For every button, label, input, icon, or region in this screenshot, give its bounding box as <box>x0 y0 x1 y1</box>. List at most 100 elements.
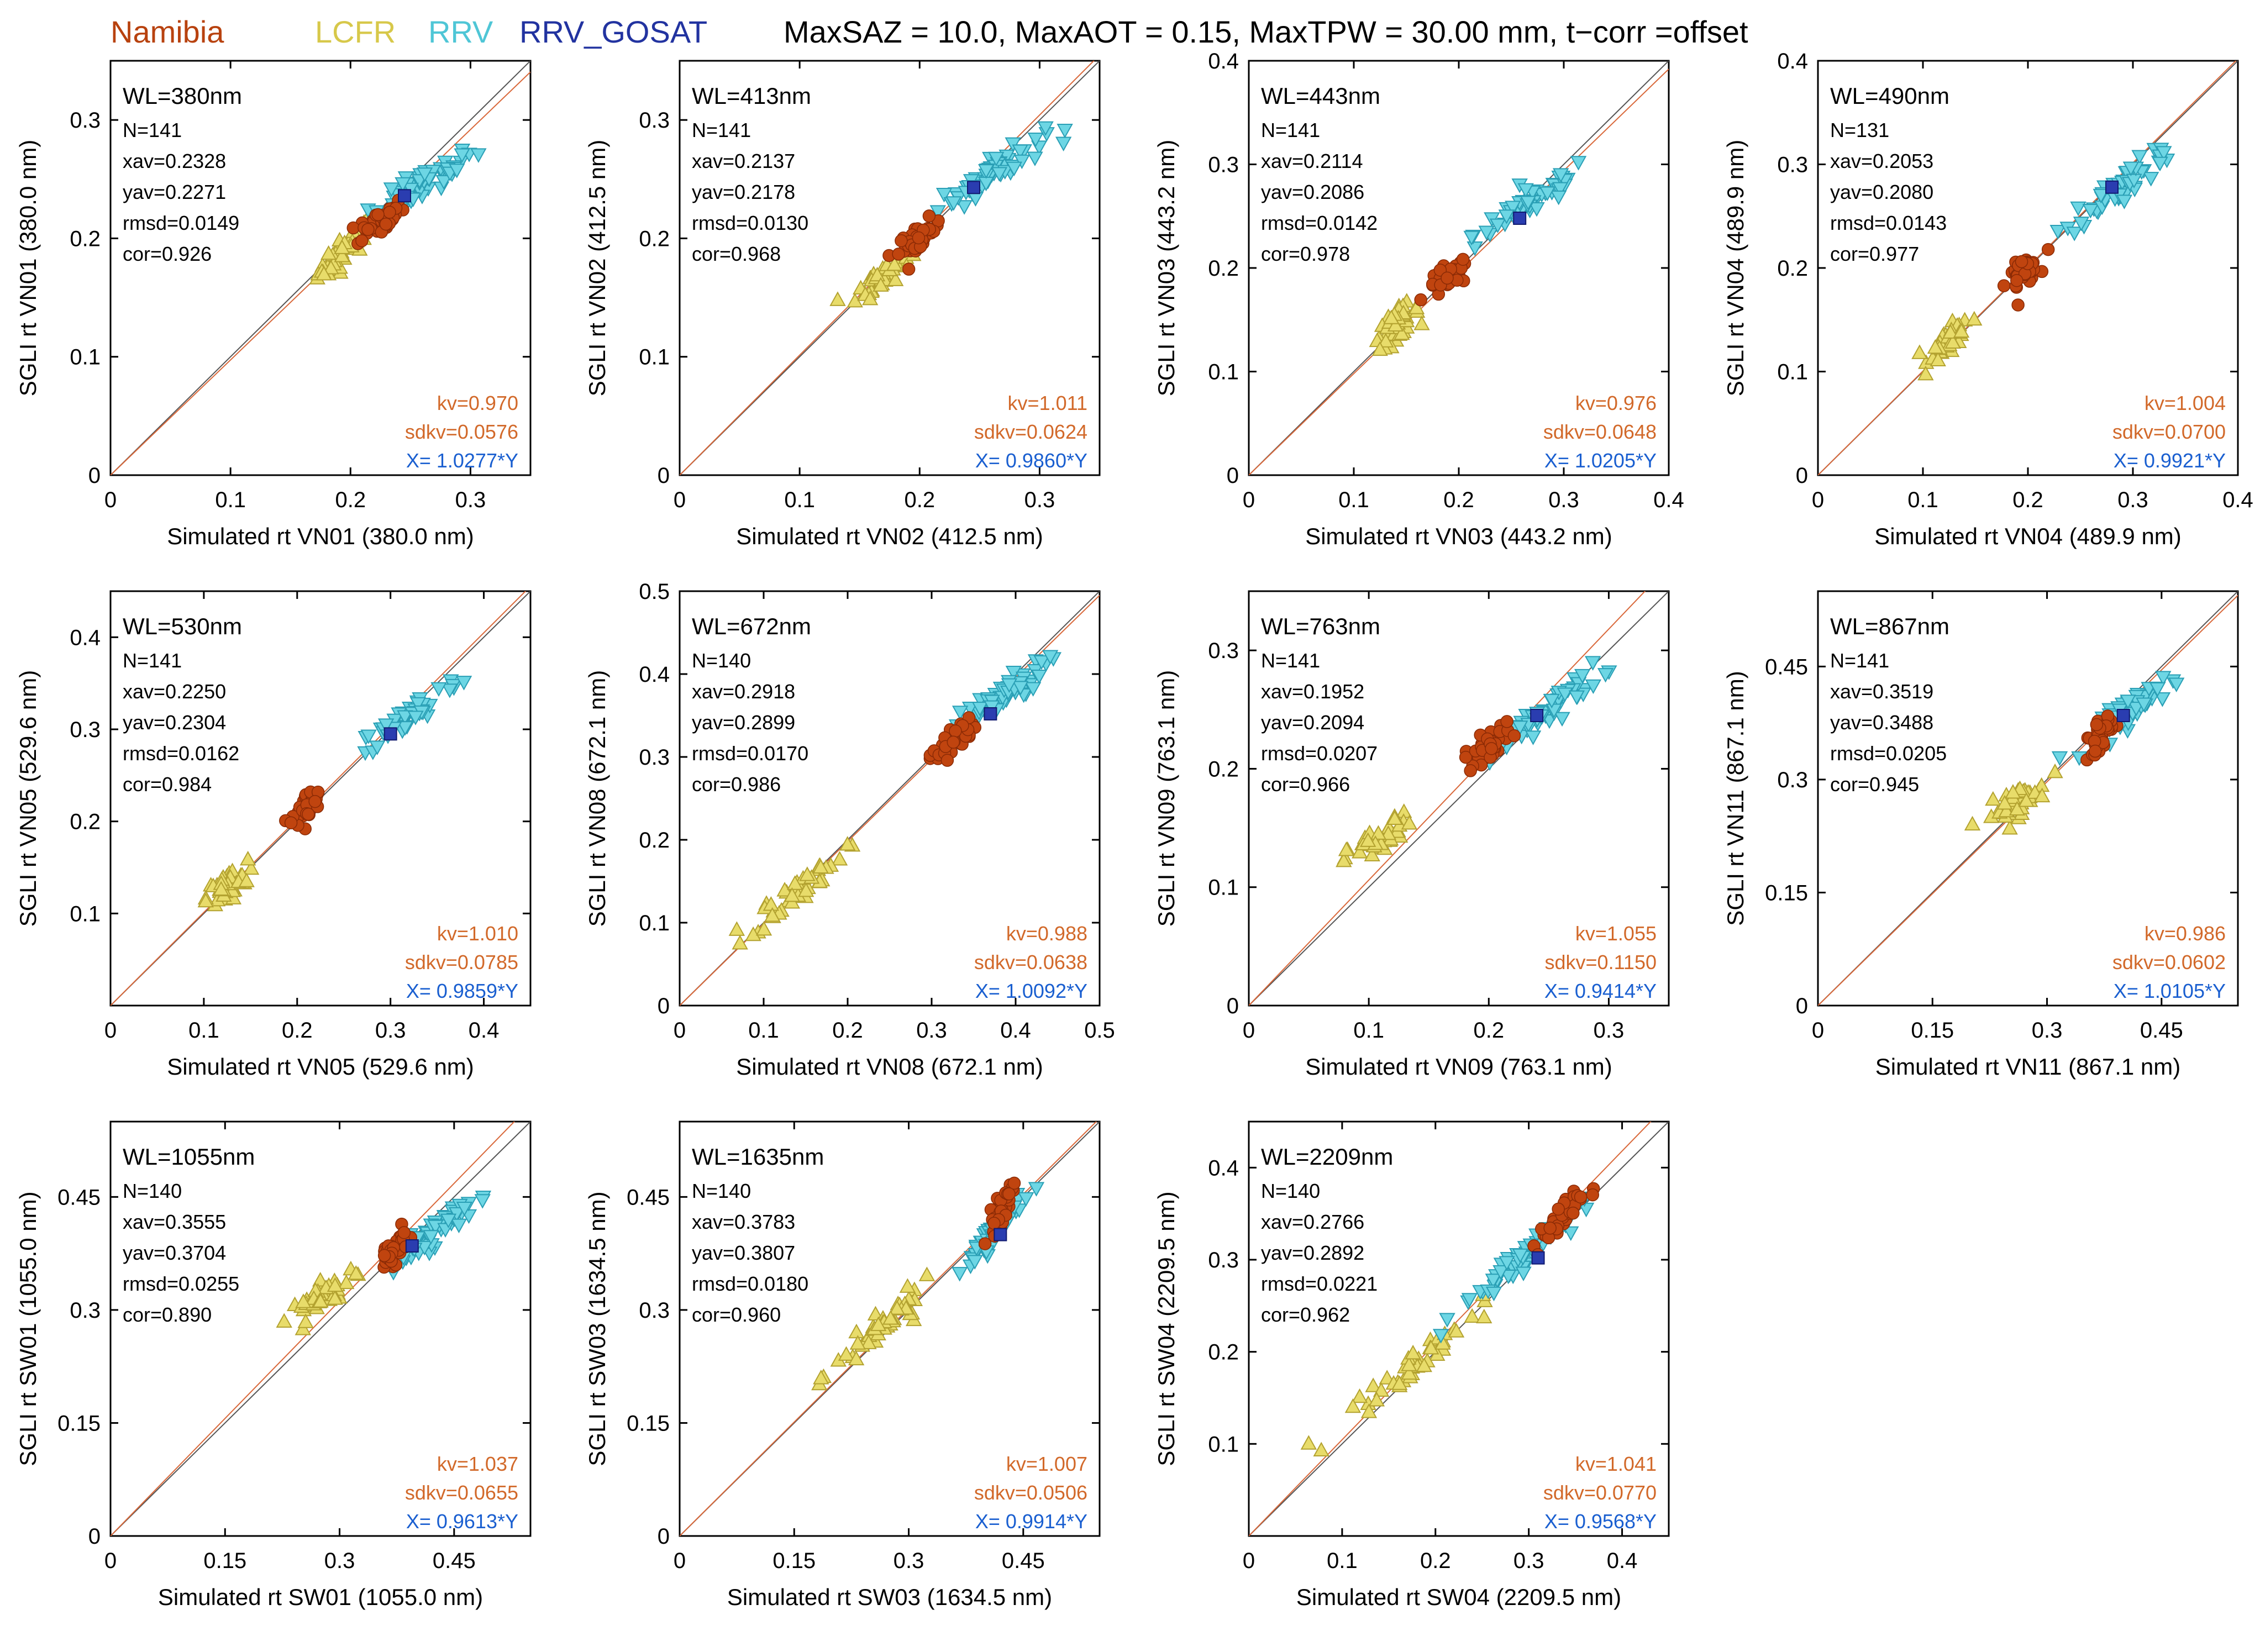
x-tick-label: 0.45 <box>1002 1549 1045 1573</box>
stat-line: cor=0.978 <box>1261 243 1350 265</box>
x-tick-label: 0.3 <box>375 1018 406 1043</box>
stat-line: xav=0.2918 <box>692 680 795 703</box>
lcfr-point <box>348 1265 364 1280</box>
y-tick-label: 0.1 <box>639 911 670 935</box>
x-tick-label: 0.3 <box>2117 488 2148 512</box>
rrv-point <box>2142 172 2159 187</box>
y-tick-label: 0.3 <box>639 108 670 133</box>
rrv-point <box>1539 186 1556 201</box>
rrv-point <box>1028 1182 1045 1197</box>
sdkv-value: sdkv=0.0770 <box>1543 1481 1657 1504</box>
lcfr-point <box>838 1346 855 1361</box>
y-tick-label: 0 <box>1796 994 1808 1018</box>
x-tick-label: 0.3 <box>1513 1549 1544 1573</box>
plot-area <box>680 1122 1100 1536</box>
namibia-point <box>947 735 960 749</box>
namibia-point <box>377 1249 391 1262</box>
rrv-point <box>2066 227 2083 241</box>
lcfr-point <box>1401 1356 1417 1371</box>
lcfr-point <box>799 866 816 881</box>
x-tick-label: 0.3 <box>1548 488 1579 512</box>
x-tick-label: 0.1 <box>1338 488 1369 512</box>
stat-line: xav=0.2053 <box>1830 150 1933 172</box>
stat-line: cor=0.984 <box>123 773 212 796</box>
x-tick-label: 0.5 <box>1084 1018 1115 1043</box>
stat-line: yav=0.2080 <box>1830 181 1933 203</box>
rrv-point <box>397 710 413 725</box>
namibia-point <box>1456 252 1470 266</box>
y-tick-label: 0 <box>658 464 670 488</box>
x-tick-label: 0 <box>674 1549 686 1573</box>
scatter-plot: 0 0.1 0.2 0.3 0 0.1 0.2 0.3 Simulated rt VN09 (7… <box>1153 590 1670 1080</box>
rrv-point <box>2122 161 2140 176</box>
rrv-point <box>1563 1226 1579 1241</box>
y-tick-label: 0.1 <box>1777 360 1808 385</box>
x-axis-label: Simulated rt VN01 (380.0 nm) <box>167 523 474 549</box>
stat-line: cor=0.890 <box>123 1303 212 1326</box>
stat-line: xav=0.3783 <box>692 1211 795 1233</box>
y-tick-label: 0.15 <box>627 1411 670 1435</box>
y-tick-label: 0.4 <box>1208 1156 1239 1180</box>
namibia-point <box>1997 279 2011 292</box>
wavelength-label: WL=1635nm <box>692 1144 824 1170</box>
x-axis-label: Simulated rt VN03 (443.2 nm) <box>1305 523 1612 549</box>
plot-frame <box>109 590 532 1007</box>
lcfr-point <box>1911 344 1928 359</box>
x-axis-label: Simulated rt VN09 (763.1 nm) <box>1305 1054 1612 1080</box>
lcfr-point <box>1378 333 1394 348</box>
namibia-point <box>1485 742 1498 755</box>
x-axis-label: Simulated rt VN02 (412.5 nm) <box>736 523 1043 549</box>
x-tick-label: 0.3 <box>894 1549 924 1573</box>
kv-value: kv=1.011 <box>1008 392 1087 414</box>
rrv-point <box>430 682 447 697</box>
stat-line: rmsd=0.0255 <box>123 1272 239 1295</box>
rrv-point <box>956 200 973 215</box>
fit-equation: X= 0.9921*Y <box>2114 449 2226 472</box>
rrv-point <box>440 1213 457 1229</box>
rrv-point <box>1024 682 1042 697</box>
y-tick-label: 0.3 <box>70 108 101 133</box>
rrv-point <box>2070 201 2086 217</box>
x-tick-label: 0.2 <box>1443 488 1474 512</box>
x-axis-label: Simulated rt VN04 (489.9 nm) <box>1874 523 2182 549</box>
lcfr-point <box>1405 1344 1421 1360</box>
one-to-one-line <box>111 1122 530 1536</box>
lcfr-point <box>1401 815 1418 830</box>
x-tick-label: 0 <box>1812 1018 1824 1043</box>
stat-line: N=141 <box>123 119 182 141</box>
rrv-gosat-point <box>383 727 397 741</box>
fit-equation: X= 1.0105*Y <box>2114 980 2226 1002</box>
y-tick-label: 0.3 <box>1777 768 1808 792</box>
plot-frame <box>679 60 1101 476</box>
x-tick-label: 0.4 <box>1000 1018 1031 1043</box>
namibia-point <box>892 248 905 261</box>
lcfr-point <box>1434 1335 1451 1350</box>
lcfr-point <box>848 1323 865 1339</box>
lcfr-point <box>2009 801 2026 816</box>
lcfr-point <box>1391 1375 1408 1390</box>
y-tick-label: 0.3 <box>1777 153 1808 177</box>
rrv-point <box>1525 730 1542 745</box>
figure-header: Namibia LCFR RRV RRV_GOSAT MaxSAZ = 10.0… <box>0 0 2260 61</box>
stat-line: yav=0.3704 <box>123 1241 226 1264</box>
lcfr-point <box>860 1334 877 1349</box>
lcfr-point <box>812 859 829 874</box>
scatter-plot: 0 0.15 0.3 0.45 0 0.15 0.3 0.45 Simulated rt SW0… <box>15 1120 532 1610</box>
rrv-point <box>1478 225 1495 241</box>
lcfr-point <box>849 1335 866 1350</box>
rrv-point <box>454 148 470 163</box>
namibia-point <box>2015 255 2028 269</box>
y-tick-label: 0 <box>1227 994 1239 1018</box>
rrv-gosat-point <box>984 707 997 720</box>
lcfr-point <box>239 850 256 866</box>
lcfr-point <box>312 1293 329 1308</box>
rrv-point <box>2155 671 2172 686</box>
lcfr-point <box>1464 1308 1480 1323</box>
x-tick-label: 0.4 <box>2222 488 2253 512</box>
wavelength-label: WL=413nm <box>692 83 811 109</box>
namibia-point <box>1574 1190 1588 1204</box>
rrv-point <box>971 702 989 717</box>
y-tick-label: 0 <box>658 994 670 1018</box>
y-tick-label: 0.1 <box>1208 360 1239 385</box>
plot-area <box>1818 61 2238 475</box>
